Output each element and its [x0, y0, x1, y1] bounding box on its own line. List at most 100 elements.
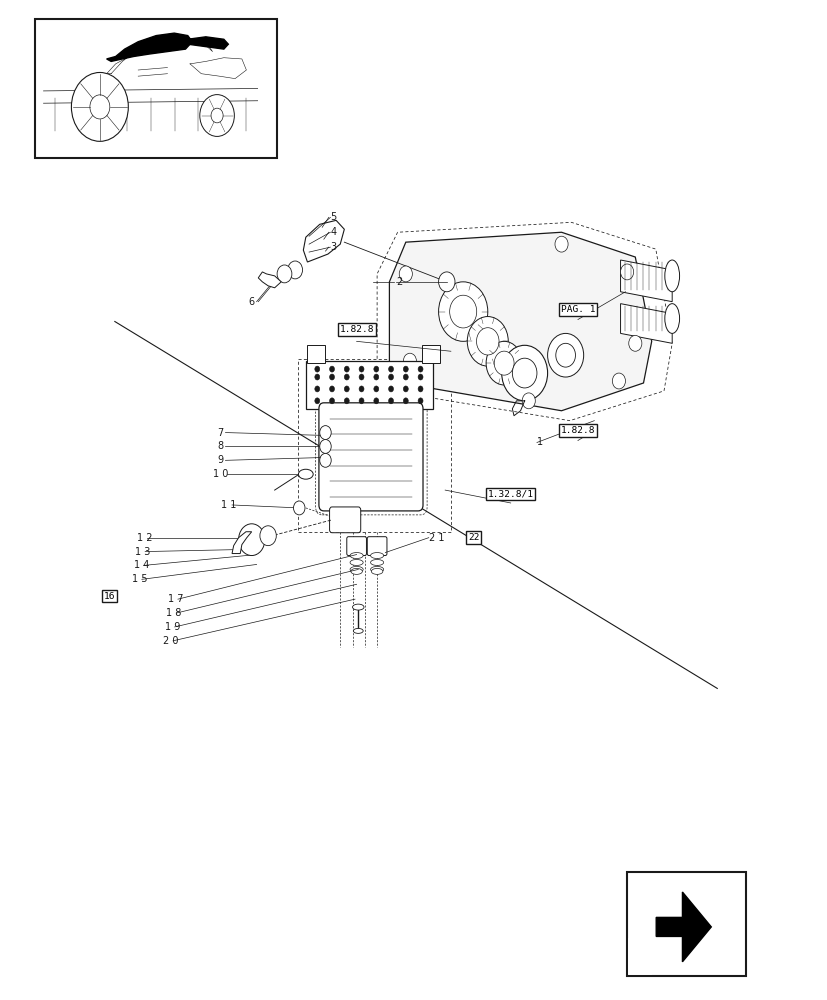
Circle shape: [466, 317, 508, 366]
Circle shape: [399, 266, 412, 282]
Circle shape: [485, 341, 522, 385]
Text: 1: 1: [536, 437, 543, 447]
Circle shape: [238, 524, 265, 556]
Circle shape: [628, 335, 641, 351]
Polygon shape: [107, 33, 192, 61]
Circle shape: [554, 236, 567, 252]
Circle shape: [388, 374, 393, 380]
Ellipse shape: [351, 568, 362, 574]
Circle shape: [314, 386, 319, 392]
Circle shape: [90, 95, 110, 119]
Circle shape: [314, 366, 319, 372]
FancyBboxPatch shape: [347, 537, 366, 556]
Circle shape: [373, 398, 378, 404]
Circle shape: [418, 366, 423, 372]
Circle shape: [373, 386, 378, 392]
Circle shape: [344, 386, 349, 392]
Circle shape: [512, 358, 536, 388]
Text: 1 8: 1 8: [166, 608, 182, 618]
Polygon shape: [628, 938, 651, 974]
Circle shape: [71, 72, 128, 141]
Circle shape: [418, 386, 423, 392]
Polygon shape: [656, 892, 710, 962]
Circle shape: [344, 366, 349, 372]
Circle shape: [314, 374, 319, 380]
Circle shape: [319, 453, 331, 467]
Circle shape: [314, 398, 319, 404]
Polygon shape: [188, 37, 228, 49]
Circle shape: [418, 398, 423, 404]
Circle shape: [388, 366, 393, 372]
Text: 8: 8: [217, 441, 223, 451]
Ellipse shape: [370, 560, 383, 565]
Polygon shape: [619, 304, 672, 343]
Text: 1.82.8: 1.82.8: [339, 325, 374, 334]
Circle shape: [476, 328, 499, 355]
Ellipse shape: [370, 553, 383, 559]
Circle shape: [522, 393, 535, 409]
Text: 2 1: 2 1: [428, 533, 444, 543]
Text: 7: 7: [217, 428, 223, 438]
Ellipse shape: [371, 568, 382, 574]
Ellipse shape: [664, 260, 679, 292]
Circle shape: [373, 374, 378, 380]
Ellipse shape: [350, 560, 363, 565]
Circle shape: [403, 398, 408, 404]
Polygon shape: [303, 220, 344, 262]
Text: 2 0: 2 0: [163, 636, 179, 646]
Circle shape: [329, 398, 334, 404]
Text: 1 5: 1 5: [131, 574, 147, 584]
Circle shape: [547, 333, 583, 377]
Ellipse shape: [664, 304, 679, 333]
Circle shape: [359, 398, 364, 404]
Text: 5: 5: [330, 212, 337, 222]
Text: 16: 16: [103, 592, 115, 601]
Circle shape: [288, 261, 302, 279]
Circle shape: [329, 386, 334, 392]
Circle shape: [277, 265, 291, 283]
Text: 1 2: 1 2: [136, 533, 152, 543]
Circle shape: [359, 374, 364, 380]
FancyBboxPatch shape: [329, 507, 361, 533]
Circle shape: [403, 386, 408, 392]
Circle shape: [403, 366, 408, 372]
FancyBboxPatch shape: [305, 361, 433, 409]
Circle shape: [388, 398, 393, 404]
Text: 1 3: 1 3: [135, 547, 151, 557]
Text: 1.32.8/1: 1.32.8/1: [487, 490, 533, 499]
Polygon shape: [232, 532, 251, 554]
Ellipse shape: [370, 566, 383, 572]
Polygon shape: [258, 272, 281, 288]
Circle shape: [344, 398, 349, 404]
Text: 1 1: 1 1: [221, 500, 237, 510]
Text: 2: 2: [395, 277, 402, 287]
Text: 1 4: 1 4: [133, 560, 149, 570]
Ellipse shape: [298, 469, 313, 479]
Circle shape: [403, 374, 408, 380]
FancyBboxPatch shape: [307, 345, 325, 363]
Circle shape: [359, 386, 364, 392]
Ellipse shape: [350, 566, 363, 572]
Ellipse shape: [352, 604, 364, 610]
Circle shape: [329, 374, 334, 380]
Text: 6: 6: [248, 297, 254, 307]
Circle shape: [438, 282, 487, 341]
Bar: [626, 872, 745, 976]
Circle shape: [329, 366, 334, 372]
Text: 4: 4: [330, 227, 336, 237]
Circle shape: [373, 366, 378, 372]
Text: 3: 3: [330, 242, 336, 252]
Text: 1 7: 1 7: [168, 594, 184, 604]
Circle shape: [260, 526, 276, 546]
Text: 1.82.8: 1.82.8: [560, 426, 595, 435]
Circle shape: [344, 374, 349, 380]
FancyBboxPatch shape: [422, 345, 440, 363]
Text: 1 0: 1 0: [213, 469, 228, 479]
Circle shape: [619, 264, 633, 280]
Circle shape: [449, 295, 476, 328]
Text: 1 9: 1 9: [165, 622, 180, 632]
Circle shape: [555, 343, 575, 367]
Polygon shape: [389, 232, 651, 411]
Circle shape: [418, 374, 423, 380]
Circle shape: [359, 366, 364, 372]
